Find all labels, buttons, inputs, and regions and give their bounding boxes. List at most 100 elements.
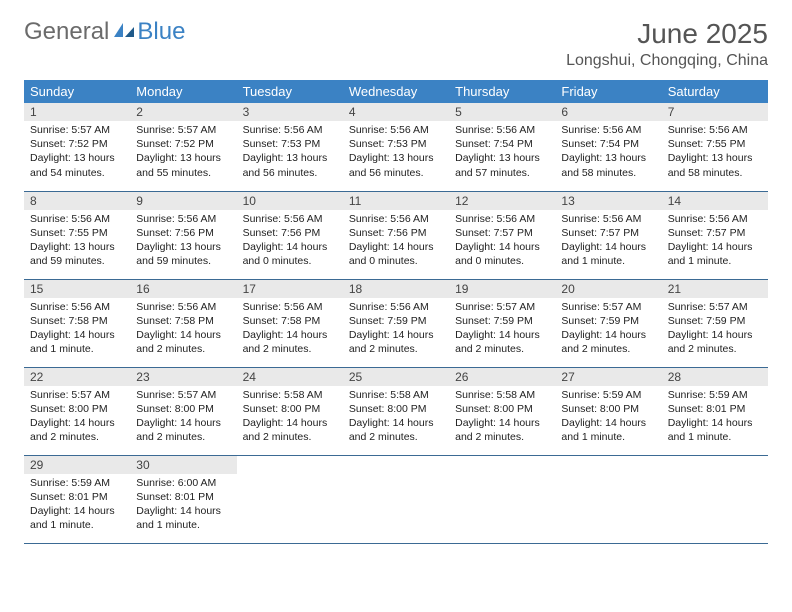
day-details: Sunrise: 5:57 AMSunset: 8:00 PMDaylight:… <box>130 386 236 449</box>
sunset-line: Sunset: 7:59 PM <box>455 314 549 328</box>
calendar-cell: 20Sunrise: 5:57 AMSunset: 7:59 PMDayligh… <box>555 279 661 367</box>
day-details: Sunrise: 5:56 AMSunset: 7:56 PMDaylight:… <box>130 210 236 273</box>
daylight-line: Daylight: 14 hours and 2 minutes. <box>30 416 124 444</box>
day-details: Sunrise: 5:56 AMSunset: 7:58 PMDaylight:… <box>130 298 236 361</box>
calendar-cell <box>449 455 555 543</box>
calendar-cell: 5Sunrise: 5:56 AMSunset: 7:54 PMDaylight… <box>449 103 555 191</box>
brand-text-2: Blue <box>137 18 185 46</box>
sunset-line: Sunset: 7:58 PM <box>243 314 337 328</box>
sunset-line: Sunset: 7:56 PM <box>349 226 443 240</box>
daylight-line: Daylight: 14 hours and 1 minute. <box>561 240 655 268</box>
sunset-line: Sunset: 7:55 PM <box>30 226 124 240</box>
day-number: 10 <box>237 192 343 210</box>
day-number: 28 <box>662 368 768 386</box>
calendar-row: 1Sunrise: 5:57 AMSunset: 7:52 PMDaylight… <box>24 103 768 191</box>
day-details: Sunrise: 5:58 AMSunset: 8:00 PMDaylight:… <box>237 386 343 449</box>
calendar-row: 29Sunrise: 5:59 AMSunset: 8:01 PMDayligh… <box>24 455 768 543</box>
calendar-cell <box>662 455 768 543</box>
day-details: Sunrise: 5:59 AMSunset: 8:01 PMDaylight:… <box>662 386 768 449</box>
sunset-line: Sunset: 8:00 PM <box>349 402 443 416</box>
sunset-line: Sunset: 7:58 PM <box>30 314 124 328</box>
calendar-body: 1Sunrise: 5:57 AMSunset: 7:52 PMDaylight… <box>24 103 768 543</box>
weekday-header: Sunday <box>24 80 130 103</box>
calendar-cell: 19 Sunrise: 5:57 AMSunset: 7:59 PMDayligh… <box>449 279 555 367</box>
daylight-line: Daylight: 14 hours and 1 minute. <box>668 240 762 268</box>
day-details: Sunrise: 5:56 AMSunset: 7:57 PMDaylight:… <box>555 210 661 273</box>
sunrise-line: Sunrise: 5:58 AM <box>455 388 549 402</box>
day-number: 20 <box>555 280 661 298</box>
day-number: 19 <box>449 280 555 298</box>
day-details: Sunrise: 5:57 AMSunset: 7:59 PMDaylight:… <box>662 298 768 361</box>
calendar-cell: 23Sunrise: 5:57 AMSunset: 8:00 PMDayligh… <box>130 367 236 455</box>
sunset-line: Sunset: 7:56 PM <box>136 226 230 240</box>
day-details: Sunrise: 5:57 AMSunset: 8:00 PMDaylight:… <box>24 386 130 449</box>
sunrise-line: Sunrise: 5:56 AM <box>668 212 762 226</box>
daylight-line: Daylight: 13 hours and 59 minutes. <box>30 240 124 268</box>
sunrise-line: Sunrise: 5:58 AM <box>349 388 443 402</box>
day-details: Sunrise: 5:59 AMSunset: 8:00 PMDaylight:… <box>555 386 661 449</box>
sunrise-line: Sunrise: 5:56 AM <box>349 300 443 314</box>
location-text: Longshui, Chongqing, China <box>566 52 768 70</box>
daylight-line: Daylight: 14 hours and 1 minute. <box>561 416 655 444</box>
day-details: Sunrise: 5:56 AMSunset: 7:58 PMDaylight:… <box>237 298 343 361</box>
calendar-cell: 4Sunrise: 5:56 AMSunset: 7:53 PMDaylight… <box>343 103 449 191</box>
day-number: 21 <box>662 280 768 298</box>
calendar-cell <box>555 455 661 543</box>
calendar-cell: 15Sunrise: 5:56 AMSunset: 7:58 PMDayligh… <box>24 279 130 367</box>
calendar-cell: 25Sunrise: 5:58 AMSunset: 8:00 PMDayligh… <box>343 367 449 455</box>
daylight-line: Daylight: 13 hours and 56 minutes. <box>243 151 337 179</box>
day-number: 16 <box>130 280 236 298</box>
day-number: 30 <box>130 456 236 474</box>
daylight-line: Daylight: 14 hours and 2 minutes. <box>668 328 762 356</box>
day-details: Sunrise: 5:57 AMSunset: 7:52 PMDaylight:… <box>24 121 130 184</box>
day-number: 13 <box>555 192 661 210</box>
sunset-line: Sunset: 7:56 PM <box>243 226 337 240</box>
day-number: 12 <box>449 192 555 210</box>
calendar-cell: 29Sunrise: 5:59 AMSunset: 8:01 PMDayligh… <box>24 455 130 543</box>
sunset-line: Sunset: 7:53 PM <box>349 137 443 151</box>
day-number: 18 <box>343 280 449 298</box>
sunrise-line: Sunrise: 5:56 AM <box>243 123 337 137</box>
calendar-cell: 8Sunrise: 5:56 AMSunset: 7:55 PMDaylight… <box>24 191 130 279</box>
calendar-cell: 10Sunrise: 5:56 AMSunset: 7:56 PMDayligh… <box>237 191 343 279</box>
weekday-header-row: Sunday Monday Tuesday Wednesday Thursday… <box>24 80 768 103</box>
calendar-cell: 27Sunrise: 5:59 AMSunset: 8:00 PMDayligh… <box>555 367 661 455</box>
day-details: Sunrise: 5:56 AMSunset: 7:59 PMDaylight:… <box>343 298 449 361</box>
calendar-cell: 6Sunrise: 5:56 AMSunset: 7:54 PMDaylight… <box>555 103 661 191</box>
sunrise-line: Sunrise: 5:58 AM <box>243 388 337 402</box>
day-number: 8 <box>24 192 130 210</box>
sunset-line: Sunset: 8:01 PM <box>30 490 124 504</box>
daylight-line: Daylight: 13 hours and 54 minutes. <box>30 151 124 179</box>
sunset-line: Sunset: 7:57 PM <box>455 226 549 240</box>
day-number: 25 <box>343 368 449 386</box>
calendar-cell: 14Sunrise: 5:56 AMSunset: 7:57 PMDayligh… <box>662 191 768 279</box>
sunrise-line: Sunrise: 5:56 AM <box>136 300 230 314</box>
sunrise-line: Sunrise: 5:57 AM <box>668 300 762 314</box>
day-number: 29 <box>24 456 130 474</box>
daylight-line: Daylight: 14 hours and 2 minutes. <box>455 328 549 356</box>
calendar-cell: 9Sunrise: 5:56 AMSunset: 7:56 PMDaylight… <box>130 191 236 279</box>
sunrise-line: Sunrise: 5:57 AM <box>455 300 549 314</box>
day-details: Sunrise: 5:56 AMSunset: 7:57 PMDaylight:… <box>449 210 555 273</box>
calendar-cell: 11Sunrise: 5:56 AMSunset: 7:56 PMDayligh… <box>343 191 449 279</box>
daylight-line: Daylight: 14 hours and 1 minute. <box>136 504 230 532</box>
sunset-line: Sunset: 7:59 PM <box>561 314 655 328</box>
calendar-cell: 2Sunrise: 5:57 AMSunset: 7:52 PMDaylight… <box>130 103 236 191</box>
sunset-line: Sunset: 7:54 PM <box>455 137 549 151</box>
sunset-line: Sunset: 7:54 PM <box>561 137 655 151</box>
sunset-line: Sunset: 7:52 PM <box>30 137 124 151</box>
calendar-cell: 18Sunrise: 5:56 AMSunset: 7:59 PMDayligh… <box>343 279 449 367</box>
calendar-cell: 17Sunrise: 5:56 AMSunset: 7:58 PMDayligh… <box>237 279 343 367</box>
daylight-line: Daylight: 14 hours and 2 minutes. <box>455 416 549 444</box>
sunset-line: Sunset: 7:57 PM <box>668 226 762 240</box>
sunrise-line: Sunrise: 5:57 AM <box>30 388 124 402</box>
calendar-row: 22Sunrise: 5:57 AMSunset: 8:00 PMDayligh… <box>24 367 768 455</box>
sunset-line: Sunset: 7:53 PM <box>243 137 337 151</box>
sunrise-line: Sunrise: 5:56 AM <box>136 212 230 226</box>
sunset-line: Sunset: 8:00 PM <box>243 402 337 416</box>
calendar-cell: 22Sunrise: 5:57 AMSunset: 8:00 PMDayligh… <box>24 367 130 455</box>
daylight-line: Daylight: 14 hours and 0 minutes. <box>455 240 549 268</box>
day-number: 15 <box>24 280 130 298</box>
sunset-line: Sunset: 7:58 PM <box>136 314 230 328</box>
day-details: Sunrise: 5:56 AMSunset: 7:56 PMDaylight:… <box>237 210 343 273</box>
